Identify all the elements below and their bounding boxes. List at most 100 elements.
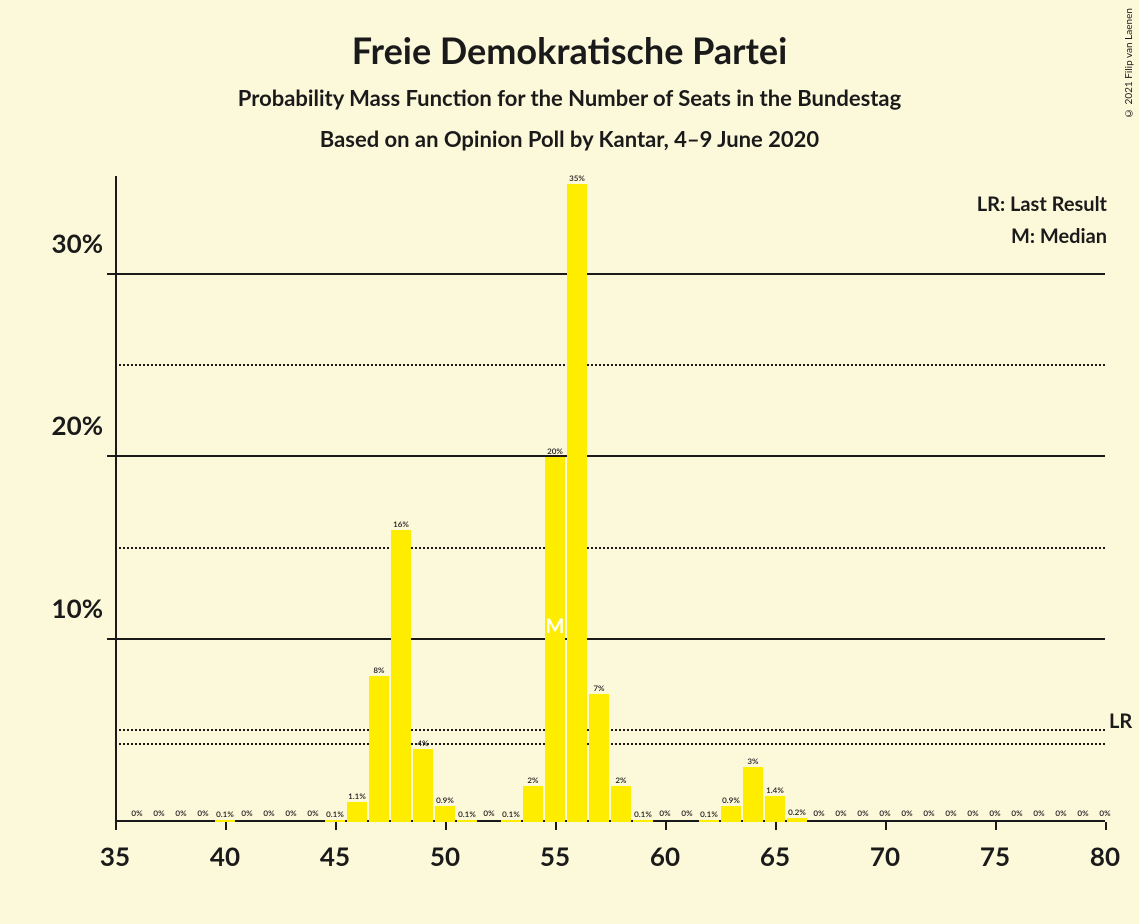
bar-value-label: 0%: [879, 808, 890, 818]
chart-plot-area: 10%20%30%35404550556065707580LR0%0%0%0%0…: [115, 184, 1105, 822]
pmf-bar: 0.1%: [699, 820, 719, 822]
bar-value-label: 0.1%: [502, 809, 520, 820]
y-axis-tick-label: 10%: [52, 592, 103, 624]
bar-value-label: 0%: [241, 808, 252, 818]
gridline-minor: [115, 547, 1105, 549]
gridline-minor: [115, 729, 1105, 731]
bar-value-label: 0%: [1011, 808, 1022, 818]
x-tick: [225, 822, 227, 830]
bar-value-label: 0.1%: [458, 809, 476, 820]
pmf-bar: 8%: [369, 676, 389, 822]
bar-value-label: 0.1%: [326, 809, 344, 820]
y-tick: [107, 455, 115, 457]
bar-value-label: 0.9%: [436, 795, 454, 806]
x-tick: [995, 822, 997, 830]
bar-value-label: 0%: [483, 808, 494, 818]
bar-value-label: 0.2%: [788, 807, 806, 818]
y-tick: [107, 638, 115, 640]
bar-value-label: 0.1%: [700, 809, 718, 820]
lr-reference-line: [115, 743, 1105, 745]
x-axis-tick-label: 70: [870, 840, 900, 872]
pmf-bar: 0.9%: [435, 806, 455, 822]
bar-value-label: 0.1%: [634, 809, 652, 820]
x-axis-tick-label: 80: [1090, 840, 1120, 872]
x-tick: [1105, 822, 1107, 830]
pmf-bar: 0.1%: [215, 820, 235, 822]
gridline-minor: [115, 364, 1105, 366]
bar-value-label: 0%: [1099, 808, 1110, 818]
bar-value-label: 0%: [307, 808, 318, 818]
x-axis-tick-label: 50: [430, 840, 460, 872]
pmf-bar: 2%: [523, 786, 543, 822]
x-axis-tick-label: 45: [320, 840, 350, 872]
bar-value-label: 2%: [527, 775, 538, 786]
bar-value-label: 1.1%: [348, 791, 366, 802]
pmf-bar: 0.1%: [501, 820, 521, 822]
x-tick: [445, 822, 447, 830]
pmf-bar: 0.2%: [787, 818, 807, 822]
pmf-bar: 1.4%: [765, 796, 785, 822]
bar-value-label: 0%: [131, 808, 142, 818]
bar-value-label: 0%: [1033, 808, 1044, 818]
bar-value-label: 0%: [967, 808, 978, 818]
bar-value-label: 0%: [857, 808, 868, 818]
gridline-major: [115, 455, 1105, 457]
y-axis-tick-label: 20%: [52, 409, 103, 441]
bar-value-label: 0%: [989, 808, 1000, 818]
x-tick: [335, 822, 337, 830]
pmf-bar: 2%: [611, 786, 631, 822]
bar-value-label: 0%: [901, 808, 912, 818]
bar-value-label: 0%: [1055, 808, 1066, 818]
x-axis-tick-label: 65: [760, 840, 790, 872]
bar-value-label: 0%: [175, 808, 186, 818]
pmf-bar: 35%: [567, 184, 587, 822]
x-tick: [555, 822, 557, 830]
title-block: Freie Demokratische Partei Probability M…: [0, 0, 1139, 152]
x-tick: [665, 822, 667, 830]
bar-value-label: 0%: [153, 808, 164, 818]
pmf-bar: 0.1%: [633, 820, 653, 822]
bar-value-label: 8%: [373, 665, 384, 676]
pmf-bar: 0.1%: [457, 820, 477, 822]
lr-line-label: LR: [1109, 709, 1132, 733]
pmf-bar: 1.1%: [347, 802, 367, 822]
chart-title: Freie Demokratische Partei: [0, 28, 1139, 72]
pmf-bar: 16%: [391, 530, 411, 822]
bar-value-label: 0%: [945, 808, 956, 818]
pmf-bar: 20%: [545, 457, 565, 822]
bar-value-label: 0%: [659, 808, 670, 818]
pmf-bar: 4%: [413, 749, 433, 822]
x-axis-tick-label: 40: [210, 840, 240, 872]
y-tick: [107, 273, 115, 275]
bar-value-label: 4%: [417, 738, 428, 749]
bar-value-label: 0%: [813, 808, 824, 818]
bar-value-label: 0%: [1077, 808, 1088, 818]
copyright-text: © 2021 Filip van Laenen: [1123, 8, 1135, 119]
bar-value-label: 0%: [923, 808, 934, 818]
x-axis-tick-label: 60: [650, 840, 680, 872]
x-axis-tick-label: 75: [980, 840, 1010, 872]
x-axis-tick-label: 35: [100, 840, 130, 872]
bar-value-label: 7%: [593, 683, 604, 694]
pmf-bar: 3%: [743, 767, 763, 822]
x-tick: [115, 822, 117, 830]
chart-subtitle-2: Based on an Opinion Poll by Kantar, 4–9 …: [0, 125, 1139, 152]
bar-value-label: 0.1%: [216, 809, 234, 820]
x-tick: [885, 822, 887, 830]
pmf-bar: 7%: [589, 694, 609, 822]
bar-value-label: 0%: [197, 808, 208, 818]
bar-value-label: 0.9%: [722, 795, 740, 806]
gridline-major: [115, 638, 1105, 640]
chart-subtitle: Probability Mass Function for the Number…: [0, 84, 1139, 111]
bar-value-label: 35%: [569, 173, 585, 184]
x-tick: [775, 822, 777, 830]
x-axis-tick-label: 55: [540, 840, 570, 872]
bar-value-label: 0%: [285, 808, 296, 818]
y-axis-tick-label: 30%: [52, 227, 103, 259]
pmf-bar: 0.1%: [325, 820, 345, 822]
bar-value-label: 0%: [263, 808, 274, 818]
bar-value-label: 0%: [681, 808, 692, 818]
bar-value-label: 20%: [547, 446, 563, 457]
bar-value-label: 3%: [747, 756, 758, 767]
bar-value-label: 2%: [615, 775, 626, 786]
